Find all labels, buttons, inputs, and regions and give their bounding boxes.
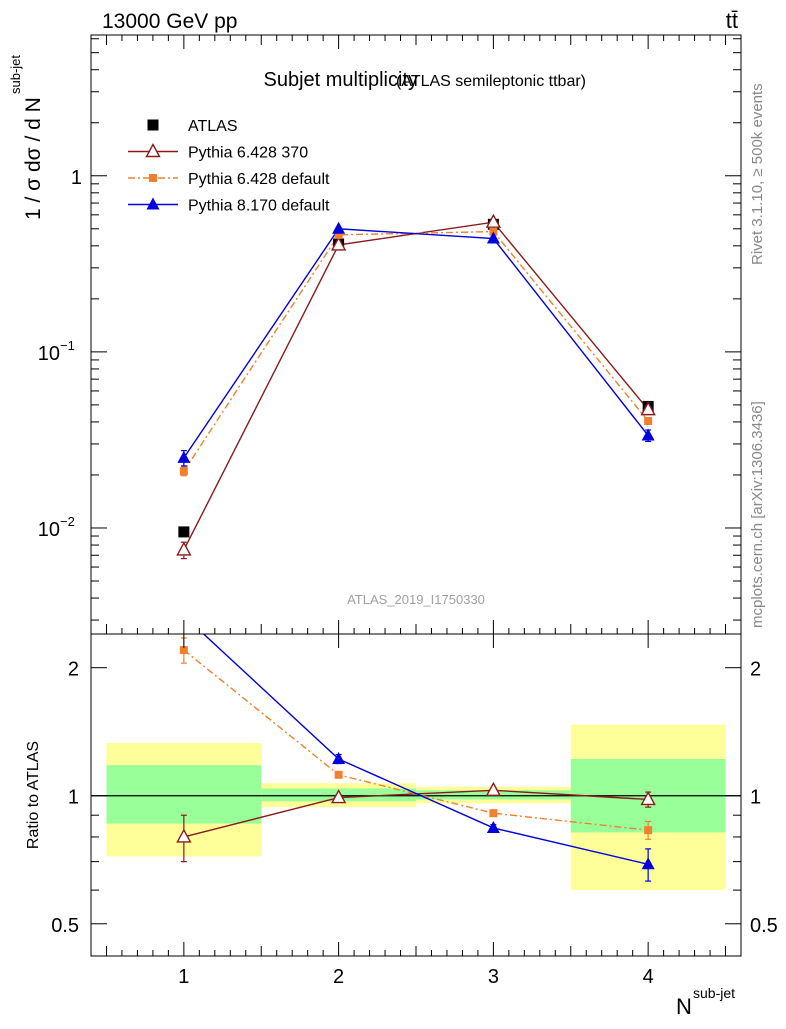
x-tick-label: 3 bbox=[488, 966, 499, 988]
analysis-label: ATLAS_2019_I1750330 bbox=[347, 592, 485, 607]
ratio-point-pythia-6-428-default-2 bbox=[334, 770, 343, 779]
ratio-y-tick-label-left: 0.5 bbox=[51, 915, 79, 937]
x-axis-label-sup: sub-jet bbox=[693, 985, 735, 1001]
data-point-pythia-6-428-370-2 bbox=[330, 236, 347, 251]
ratio-y-label-group: Ratio to ATLAS bbox=[25, 741, 42, 849]
legend-marker-pythia-6-428-370 bbox=[145, 143, 161, 158]
x-tick-label: 1 bbox=[178, 966, 189, 988]
y-axis-label-group: 1 / σ dσ / d N bbox=[22, 97, 45, 220]
legend-label-atlas: ATLAS bbox=[188, 118, 238, 135]
ratio-y-tick-label-left: 1 bbox=[68, 787, 79, 809]
data-point-pythia-8-170-default-4 bbox=[641, 428, 655, 441]
chart-title: Subjet multiplicity bbox=[263, 69, 418, 91]
ratio-point-pythia-8-170-default-3 bbox=[486, 820, 500, 833]
data-point-atlas-1 bbox=[178, 526, 190, 538]
chart-subtitle: (ATLAS semileptonic ttbar) bbox=[396, 73, 586, 90]
uncertainty-band-green-1 bbox=[106, 765, 262, 824]
y-tick-label: 10 bbox=[38, 343, 60, 365]
x-tick-label: 4 bbox=[643, 966, 654, 988]
y-axis-sup-group: sub-jet bbox=[8, 55, 23, 94]
y-tick-label: 1 bbox=[71, 167, 82, 189]
legend: ATLAS Pythia 6.428 370 Pythia 6.428 defaul… bbox=[128, 118, 330, 215]
x-axis-label: N bbox=[676, 994, 692, 1019]
ratio-point-pythia-6-428-370-4 bbox=[640, 790, 656, 806]
y-tick-label-exp: −2 bbox=[60, 514, 75, 529]
y-tick-label: 10 bbox=[38, 519, 60, 541]
ratio-point-pythia-6-428-default-1 bbox=[179, 646, 188, 655]
legend-label-pythia-6-428-default: Pythia 6.428 default bbox=[188, 171, 330, 188]
y-axis-label-sup: sub-jet bbox=[8, 55, 23, 94]
top-panel-content bbox=[176, 213, 656, 560]
data-point-pythia-8-170-default-1 bbox=[177, 450, 191, 463]
ratio-line-pythia-8-170-default bbox=[202, 634, 649, 865]
legend-marker-pythia-6-428-default bbox=[149, 174, 157, 182]
data-point-pythia-6-428-370-1 bbox=[176, 541, 192, 556]
ratio-y-tick-label-right: 0.5 bbox=[750, 915, 778, 937]
data-point-pythia-6-428-default-4 bbox=[644, 416, 653, 425]
ratio-point-pythia-8-170-default-2 bbox=[332, 751, 346, 764]
side-label-bottom: mcplots.cern.ch [arXiv:1306.3436] bbox=[749, 401, 766, 628]
ratio-panel-bands bbox=[106, 724, 726, 891]
ratio-y-tick-label-right: 1 bbox=[750, 787, 761, 809]
energy-label: 13000 GeV pp bbox=[102, 10, 237, 33]
ratio-panel-ticks: 0.5 0.5 1 1 2 2 1 2 3 4 bbox=[51, 634, 778, 988]
data-point-pythia-6-428-default-1 bbox=[179, 467, 188, 476]
series-line-pythia-8-170-default bbox=[183, 228, 649, 459]
process-label: tt̄ bbox=[726, 8, 738, 33]
side-label-top-group: Rivet 3.1.10, ≥ 500k events bbox=[749, 83, 766, 265]
legend-label-pythia-8-170-default: Pythia 8.170 default bbox=[188, 198, 330, 215]
legend-label-pythia-6-428-370: Pythia 6.428 370 bbox=[188, 145, 308, 162]
data-point-pythia-8-170-default-2 bbox=[332, 221, 346, 234]
legend-marker-pythia-8-170-default bbox=[146, 197, 160, 210]
series-line-pythia-6-428-370 bbox=[183, 221, 649, 551]
data-point-pythia-6-428-370-3 bbox=[485, 213, 502, 228]
legend-marker-atlas bbox=[147, 119, 159, 131]
y-tick-label-exp: −1 bbox=[60, 338, 75, 353]
ratio-y-axis-label: Ratio to ATLAS bbox=[25, 741, 42, 849]
ratio-point-pythia-8-170-default-1 bbox=[177, 609, 190, 621]
side-label-bottom-group: mcplots.cern.ch [arXiv:1306.3436] bbox=[749, 401, 766, 628]
ratio-point-pythia-6-428-370-1 bbox=[176, 828, 192, 843]
ratio-panel-content bbox=[91, 609, 741, 882]
x-tick-label: 2 bbox=[333, 966, 344, 988]
ratio-point-pythia-6-428-default-3 bbox=[489, 809, 498, 818]
ratio-line-pythia-6-428-default bbox=[183, 649, 649, 831]
ratio-y-tick-label-right: 2 bbox=[750, 659, 761, 681]
ratio-y-tick-label-left: 2 bbox=[68, 659, 79, 681]
ratio-point-pythia-8-170-default-4 bbox=[641, 857, 655, 870]
ratio-point-pythia-6-428-370-2 bbox=[330, 789, 347, 804]
ratio-point-pythia-6-428-default-4 bbox=[644, 826, 653, 835]
series-line-pythia-6-428-default bbox=[183, 230, 649, 472]
y-axis-label: 1 / σ dσ / d N bbox=[22, 97, 45, 220]
data-point-pythia-6-428-default-2 bbox=[334, 230, 343, 239]
data-point-pythia-8-170-default-3 bbox=[486, 231, 500, 244]
data-point-pythia-6-428-370-4 bbox=[640, 401, 656, 416]
top-panel-ticks: 10 −210 −11 bbox=[38, 35, 741, 634]
side-label-top: Rivet 3.1.10, ≥ 500k events bbox=[749, 83, 766, 265]
ratio-point-pythia-6-428-370-3 bbox=[485, 781, 502, 796]
